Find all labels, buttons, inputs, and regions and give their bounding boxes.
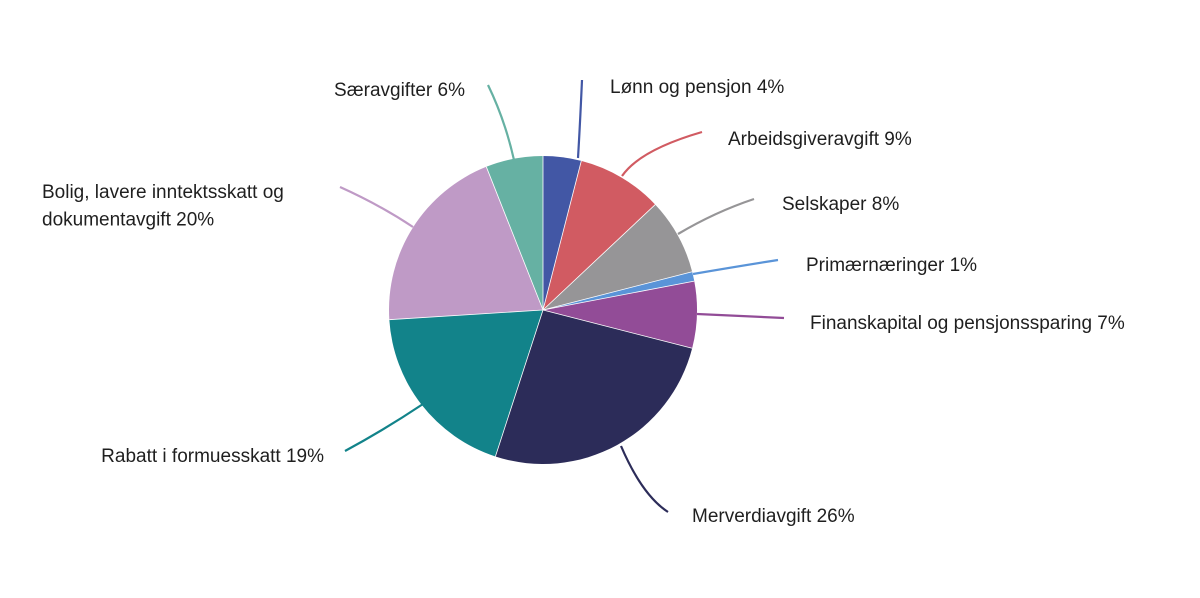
leader-line [339, 185, 414, 228]
pie-slice [388, 166, 543, 320]
leader-line [487, 84, 516, 161]
leader-line [696, 312, 785, 320]
leader-line [576, 79, 584, 159]
leader-line [344, 403, 424, 452]
slice-label: Selskaper 8% [782, 194, 899, 215]
leader-line [621, 130, 703, 177]
slice-label-line: Selskaper 8% [782, 194, 899, 215]
slice-label-line: Merverdiavgift 26% [692, 506, 855, 527]
pie-slice [543, 281, 697, 349]
slice-label: Primærnæringer 1% [806, 255, 977, 276]
slice-label-line: Lønn og pensjon 4% [610, 77, 784, 98]
pie-slice [543, 204, 693, 310]
slice-label-line: Bolig, lavere inntektsskatt og [42, 182, 284, 203]
slice-separator [542, 271, 693, 311]
slice-label: Bolig, lavere inntektsskatt og dokumentav… [42, 182, 284, 231]
leader-line [692, 258, 779, 276]
slice-label-line: Rabatt i formuesskatt 19% [101, 446, 324, 467]
slice-label: Lønn og pensjon 4% [610, 77, 784, 98]
leader-line [619, 445, 669, 513]
slice-label-line: Arbeidsgiveravgift 9% [728, 129, 912, 150]
slice-label: Særavgifter 6% [334, 80, 465, 101]
pie-slice [543, 160, 656, 310]
slice-label-line: Finanskapital og pensjonssparing 7% [810, 313, 1125, 334]
leader-line [677, 197, 755, 235]
slice-separator [485, 166, 544, 311]
pie-slice [486, 156, 543, 310]
slice-label: Arbeidsgiveravgift 9% [728, 129, 912, 150]
slice-separator [542, 309, 693, 349]
slice-label-line: Primærnæringer 1% [806, 255, 977, 276]
slice-separator [542, 280, 695, 311]
slice-label: Finanskapital og pensjonssparing 7% [810, 313, 1125, 334]
slice-separator [542, 204, 656, 311]
slice-label-line: dokumentavgift 20% [42, 210, 214, 231]
slice-label-line: Særavgifter 6% [334, 80, 465, 101]
pie-slice [389, 310, 543, 457]
pie-slice [495, 310, 693, 464]
slice-separator [389, 309, 544, 321]
slice-label: Merverdiavgift 26% [692, 506, 855, 527]
slice-separator [495, 309, 544, 457]
slice-label: Rabatt i formuesskatt 19% [101, 446, 324, 467]
slice-separator [542, 160, 582, 311]
